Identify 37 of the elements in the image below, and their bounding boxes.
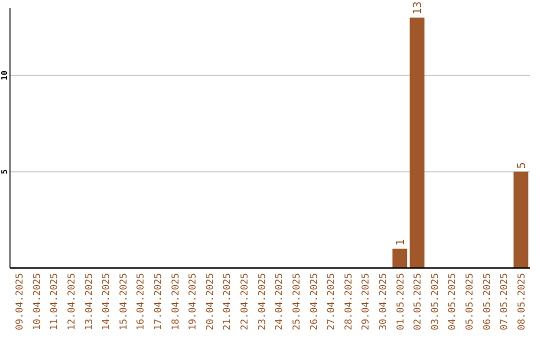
y-tick-label: 10	[0, 70, 9, 80]
x-tick-label: 04.05.2025	[447, 273, 458, 330]
x-tick-label: 01.05.2025	[395, 273, 406, 330]
x-tick-label: 07.05.2025	[499, 273, 510, 330]
x-tick-label: 06.05.2025	[482, 273, 493, 330]
data-label: 13	[411, 1, 424, 15]
x-tick-label: 30.04.2025	[378, 273, 389, 330]
x-tick-label: 23.04.2025	[256, 273, 268, 330]
x-tick-label: 03.05.2025	[430, 273, 441, 330]
x-tick-label: 13.04.2025	[84, 273, 95, 330]
x-tick-label: 18.04.2025	[170, 273, 182, 330]
x-tick-label: 20.04.2025	[204, 273, 216, 330]
x-tick-label: 11.04.2025	[49, 273, 60, 330]
x-tick-label: 08.05.2025	[516, 273, 528, 330]
x-tick-label: 28.04.2025	[343, 273, 354, 330]
x-tick-label: 02.05.2025	[412, 273, 424, 330]
x-tick-label: 09.04.2025	[14, 273, 26, 330]
x-tick-label: 24.04.2025	[274, 273, 286, 330]
bar	[410, 18, 424, 268]
x-tick-label: 22.04.2025	[240, 273, 251, 330]
x-tick-label: 05.05.2025	[464, 273, 476, 330]
x-tick-label: 16.04.2025	[136, 273, 147, 330]
x-tick-label: 15.04.2025	[118, 273, 130, 330]
x-tick-label: 10.04.2025	[32, 273, 43, 330]
x-tick-label: 27.04.2025	[326, 273, 338, 330]
x-tick-label: 19.04.2025	[188, 273, 199, 330]
bar	[514, 172, 528, 268]
x-tick-label: 14.04.2025	[101, 273, 112, 330]
x-tick-label: 17.04.2025	[153, 273, 164, 330]
x-tick-label: 29.04.2025	[360, 273, 372, 330]
x-tick-label: 12.04.2025	[66, 273, 78, 330]
bar	[392, 248, 408, 268]
data-label: 5	[514, 162, 528, 169]
data-label: 1	[394, 239, 407, 246]
x-tick-label: 25.04.2025	[291, 273, 302, 330]
x-tick-label: 21.04.2025	[222, 273, 234, 330]
x-tick-label: 26.04.2025	[308, 273, 320, 330]
